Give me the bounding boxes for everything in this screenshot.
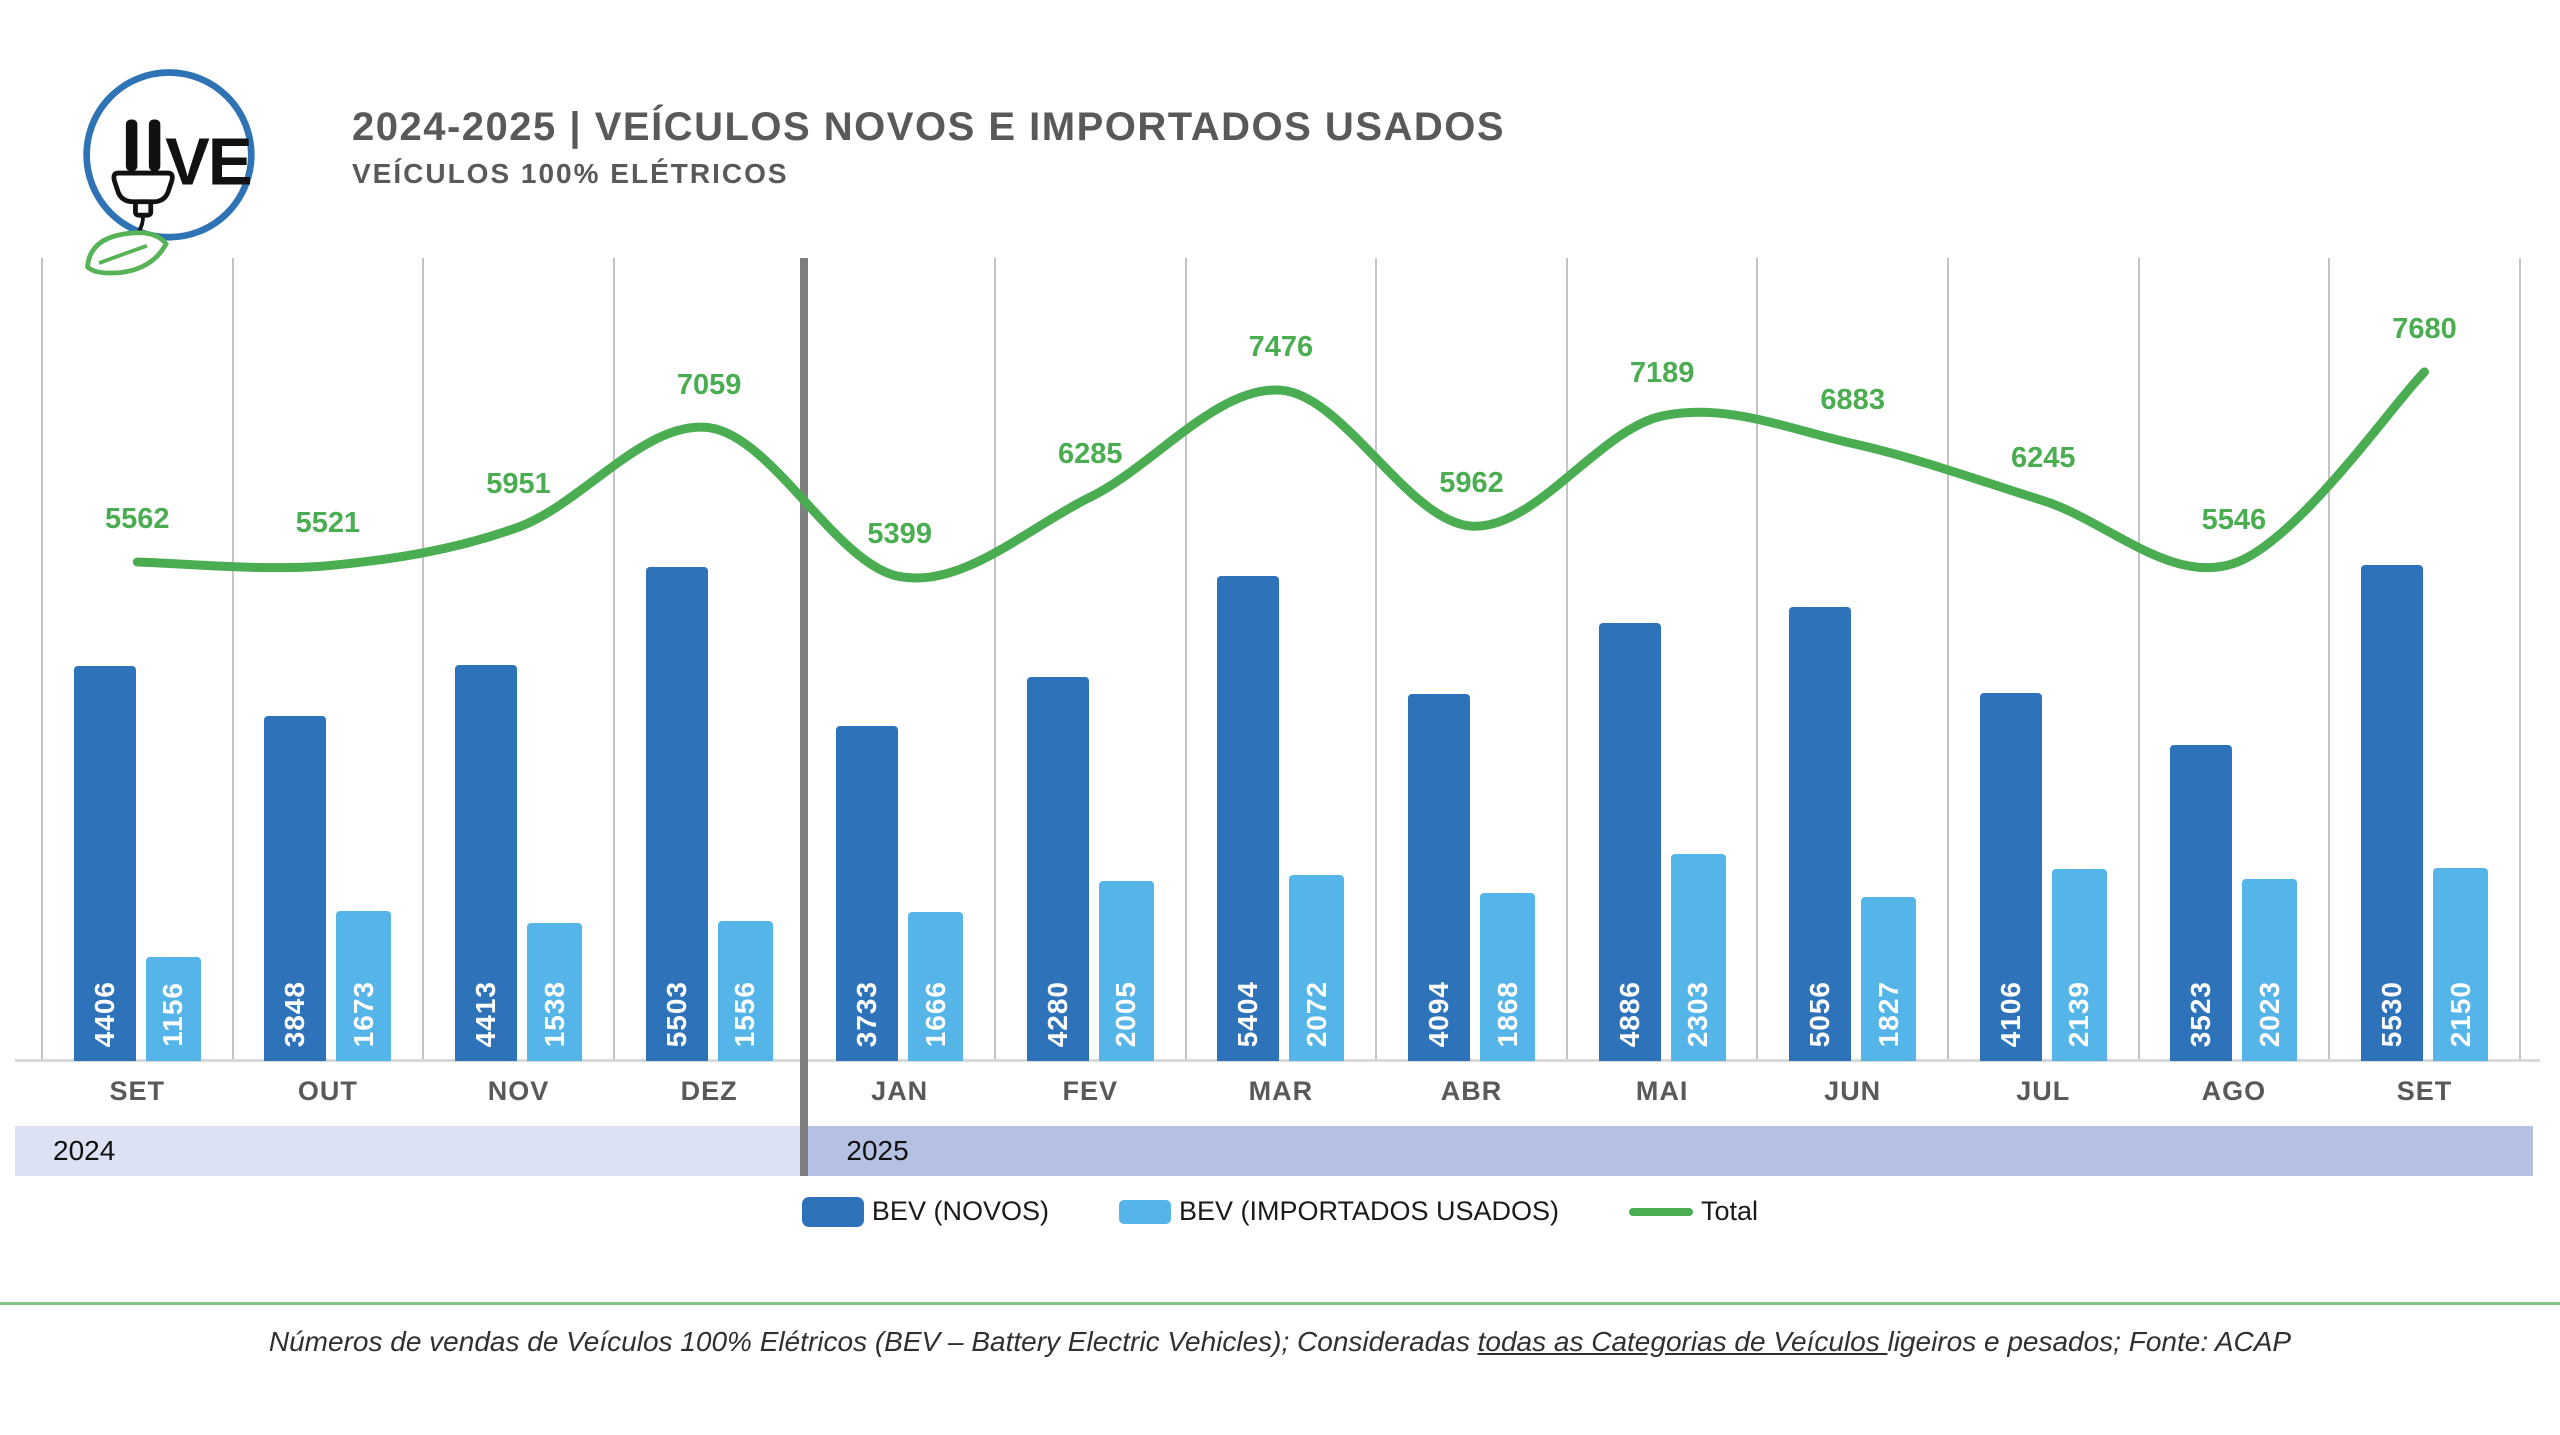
total-value-label-jun: 6883 bbox=[1820, 384, 1885, 417]
month-label-ago-11: AGO bbox=[2201, 1076, 2267, 1106]
bar-bev-importados-set: 2150 bbox=[2433, 868, 2488, 1061]
legend-swatch-bev-importados bbox=[1118, 1199, 1171, 1224]
header: 2024-2025 | VEÍCULOS NOVOS E IMPORTADOS … bbox=[352, 104, 1505, 190]
bar-bev-novos-fev: 4280 bbox=[1026, 676, 1089, 1061]
total-value-label-set: 7680 bbox=[2392, 312, 2457, 345]
legend-item-bev-importados: BEV (IMPORTADOS USADOS) bbox=[1118, 1196, 1560, 1227]
bar-bev-novos-dez: 5503 bbox=[645, 567, 708, 1061]
month-label-out-1: OUT bbox=[297, 1076, 358, 1106]
total-value-label-jan: 5399 bbox=[867, 517, 932, 550]
footer-note: Números de vendas de Veículos 100% Elétr… bbox=[0, 1326, 2560, 1358]
total-value-label-fev: 6285 bbox=[1058, 438, 1123, 471]
total-value-label-abr: 5962 bbox=[1439, 467, 1504, 500]
plug-prong-icon bbox=[148, 119, 161, 172]
total-value-label-dez: 7059 bbox=[676, 368, 742, 401]
bar-bev-novos-mai: 4886 bbox=[1598, 622, 1661, 1061]
month-label-jun-9: JUN bbox=[1824, 1076, 1882, 1106]
gridline bbox=[422, 258, 425, 1061]
legend-label-total: Total bbox=[1701, 1196, 1759, 1226]
month-label-abr-7: ABR bbox=[1440, 1076, 1503, 1106]
bar-bev-novos-nov: 4413 bbox=[455, 665, 517, 1061]
total-value-label-ago: 5546 bbox=[2201, 504, 2267, 537]
bar-bev-importados-set: 1156 bbox=[145, 957, 201, 1061]
month-label-set-0: SET bbox=[109, 1076, 166, 1106]
gridline bbox=[2518, 258, 2521, 1061]
bar-bev-importados-dez: 1556 bbox=[717, 921, 773, 1061]
bar-bev-importados-fev: 2005 bbox=[1098, 881, 1154, 1061]
gridline bbox=[41, 258, 43, 1061]
month-label-dez-3: DEZ bbox=[680, 1076, 738, 1106]
gridline bbox=[231, 258, 234, 1061]
gridline bbox=[612, 258, 615, 1061]
logo-circle-icon bbox=[83, 69, 255, 241]
page-title: 2024-2025 | VEÍCULOS NOVOS E IMPORTADOS … bbox=[352, 105, 1506, 149]
month-label-nov-2: NOV bbox=[487, 1076, 550, 1106]
total-value-label-jul: 6245 bbox=[2011, 441, 2076, 474]
bar-bev-novos-set: 5530 bbox=[2361, 564, 2423, 1061]
gridline bbox=[2137, 258, 2140, 1061]
footer-note-part1: Números de vendas de Veículos 100% Elétr… bbox=[268, 1326, 1478, 1357]
leaf-vein-icon bbox=[98, 244, 148, 265]
bar-bev-importados-mar: 2072 bbox=[1289, 875, 1345, 1061]
legend-label-bev-importados: BEV (IMPORTADOS USADOS) bbox=[1178, 1196, 1560, 1226]
legend: BEV (NOVOS) BEV (IMPORTADOS USADOS) Tota… bbox=[0, 1196, 2560, 1227]
year-band-2024: 2024 bbox=[15, 1126, 801, 1176]
bar-bev-importados-ago: 2023 bbox=[2242, 879, 2298, 1061]
bar-bev-novos-mar: 5404 bbox=[1217, 576, 1280, 1061]
gridline bbox=[2328, 258, 2331, 1061]
footer-divider-line bbox=[0, 1302, 2560, 1305]
total-value-label-out: 5521 bbox=[295, 506, 361, 539]
month-label-set-12: SET bbox=[2396, 1076, 2453, 1106]
gridline bbox=[994, 258, 996, 1061]
bar-bev-importados-jun: 1827 bbox=[1861, 897, 1917, 1061]
bar-bev-novos-jul: 4106 bbox=[1979, 692, 2042, 1061]
bar-bev-importados-nov: 1538 bbox=[527, 923, 582, 1061]
total-value-label-set: 5562 bbox=[105, 502, 170, 535]
bar-bev-importados-jul: 2139 bbox=[2051, 869, 2107, 1061]
month-label-mar-6: MAR bbox=[1248, 1076, 1314, 1106]
bar-bev-importados-out: 1673 bbox=[336, 910, 392, 1061]
bar-bev-importados-mai: 2303 bbox=[1670, 854, 1726, 1061]
total-value-label-mar: 7476 bbox=[1248, 331, 1314, 364]
legend-item-total: Total bbox=[1629, 1196, 1758, 1227]
bar-bev-importados-abr: 1868 bbox=[1480, 893, 1535, 1061]
bar-bev-novos-abr: 4094 bbox=[1408, 693, 1470, 1061]
month-label-mai-8: MAI bbox=[1635, 1076, 1689, 1106]
bar-bev-importados-jan: 1666 bbox=[908, 911, 964, 1061]
bar-bev-novos-set: 4406 bbox=[73, 665, 136, 1061]
page-subtitle: VEÍCULOS 100% ELÉTRICOS bbox=[352, 158, 789, 189]
footer-note-part2: ligeiros e pesados; Fonte: ACAP bbox=[1887, 1326, 2292, 1357]
month-label-jan-4: JAN bbox=[871, 1076, 929, 1106]
plug-stem-icon bbox=[133, 199, 154, 218]
total-value-label-mai: 7189 bbox=[1629, 356, 1695, 389]
legend-label-bev-novos: BEV (NOVOS) bbox=[871, 1196, 1049, 1226]
total-line-path bbox=[132, 367, 2429, 583]
bar-bev-novos-jun: 5056 bbox=[1789, 607, 1852, 1061]
gridline bbox=[1947, 258, 1949, 1061]
gridline bbox=[1375, 258, 1378, 1061]
gridline bbox=[1756, 258, 1759, 1061]
legend-line-swatch-total bbox=[1629, 1207, 1694, 1216]
bar-bev-novos-out: 3848 bbox=[264, 715, 327, 1061]
bar-bev-novos-ago: 3523 bbox=[2170, 744, 2233, 1061]
footer-note-underlined: todas as Categorias de Veículos bbox=[1477, 1326, 1888, 1357]
uve-logo: VE bbox=[83, 69, 255, 276]
month-label-jul-10: JUL bbox=[2016, 1076, 2071, 1106]
legend-swatch-bev-novos bbox=[801, 1196, 864, 1227]
plug-prong-icon bbox=[125, 119, 138, 172]
total-value-label-nov: 5951 bbox=[486, 468, 551, 501]
month-label-fev-5: FEV bbox=[1062, 1076, 1119, 1106]
gridline bbox=[1184, 258, 1187, 1061]
logo-ve-text: VE bbox=[165, 125, 251, 200]
plug-body-icon bbox=[111, 170, 175, 205]
legend-item-bev-novos: BEV (NOVOS) bbox=[801, 1196, 1049, 1227]
year-band-2025: 2025 bbox=[808, 1126, 2533, 1176]
bar-bev-novos-jan: 3733 bbox=[836, 726, 899, 1061]
gridline bbox=[1565, 258, 1568, 1061]
year-divider-line bbox=[800, 258, 809, 1176]
